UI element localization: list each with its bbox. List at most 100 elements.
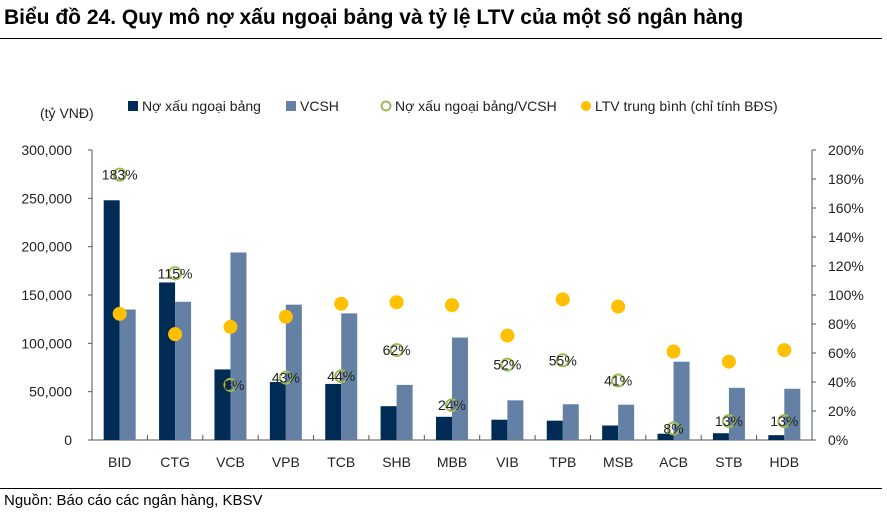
x-tick-label: TPB (549, 454, 576, 470)
x-tick-label: STB (715, 454, 742, 470)
ltv-point-VPB (278, 309, 293, 324)
legend-swatch (128, 101, 138, 111)
ratio-point-VCB (223, 377, 238, 392)
legend-marker (380, 100, 392, 112)
ltv-point-ACB (666, 344, 681, 359)
bar-npl-HDB (768, 435, 785, 440)
ltv-point-MSB (611, 299, 626, 314)
x-tick-label: SHB (382, 454, 411, 470)
legend-label: VCSH (300, 98, 339, 114)
ltv-point-STB (721, 354, 736, 369)
ratio-point-MSB (611, 373, 626, 388)
x-tick-label: HDB (770, 454, 800, 470)
x-tick-label: BID (108, 454, 131, 470)
ratio-point-VIB (500, 357, 515, 372)
ratio-data-label: 62% (383, 342, 411, 358)
ltv-point-TCB (334, 296, 349, 311)
bar-vcsh-TCB (341, 313, 358, 440)
ratio-point-STB (721, 414, 736, 429)
bar-npl-BID (103, 200, 120, 440)
x-tick-label: VIB (496, 454, 519, 470)
bar-vcsh-TPB (562, 404, 579, 440)
bar-npl-TPB (546, 420, 563, 440)
y2-tick-label: 180% (828, 171, 864, 187)
ratio-data-label: 183% (102, 167, 138, 183)
ltv-point-TPB (555, 292, 570, 307)
bar-npl-VPB (269, 382, 286, 440)
ratio-data-label: 43% (272, 370, 300, 386)
legend-label: LTV trung bình (chỉ tính BĐS) (595, 98, 778, 114)
legend-swatch (286, 101, 296, 111)
ratio-data-label: 55% (549, 352, 577, 368)
legend-label: Nợ xấu ngoại bảng/VCSH (395, 98, 557, 114)
legend-marker (581, 101, 591, 111)
ltv-point-VCB (223, 319, 238, 334)
x-tick-label: TCB (327, 454, 355, 470)
x-tick-label: MSB (603, 454, 633, 470)
bar-npl-TCB (325, 383, 342, 440)
bar-npl-SHB (380, 406, 397, 440)
ratio-point-SHB (389, 343, 404, 358)
ltv-point-BID (112, 306, 127, 321)
chart-svg: 0 50,000 100,000 150,000 200,000 250,000 300,0… (21, 98, 864, 470)
title-divider (0, 38, 882, 39)
ratio-data-label: 44% (327, 368, 355, 384)
y2-tick-label: 0% (828, 432, 848, 448)
bar-vcsh-CTG (175, 301, 192, 440)
ratio-data-label: 24% (438, 397, 466, 413)
bar-npl-ACB (657, 433, 674, 440)
bar-npl-VIB (491, 419, 508, 440)
bar-vcsh-MSB (618, 404, 635, 440)
y2-tick-label: 120% (828, 258, 864, 274)
bar-vcsh-MBB (452, 337, 468, 440)
bar-vcsh-SHB (396, 384, 413, 440)
ltv-point-CTG (168, 327, 183, 342)
x-tick-label: CTG (160, 454, 190, 470)
y2-tick-label: 160% (828, 200, 864, 216)
bar-vcsh-ACB (673, 361, 690, 440)
ratio-point-BID (112, 167, 127, 182)
y2-tick-label: 80% (828, 316, 856, 332)
ratio-data-label: 8% (663, 420, 683, 436)
y2-tick-label: 200% (828, 142, 864, 158)
bar-vcsh-BID (119, 309, 136, 440)
ratio-data-label: 13% (770, 413, 798, 429)
ltv-point-SHB (389, 295, 404, 310)
ratio-point-VPB (278, 370, 293, 385)
bar-vcsh-STB (728, 387, 745, 440)
bar-npl-VCB (214, 369, 231, 440)
ratio-data-label: 52% (493, 357, 521, 373)
ratio-point-HDB (777, 414, 792, 429)
ratio-data-label: 13% (715, 413, 743, 429)
bar-vcsh-VIB (507, 400, 524, 440)
ratio-point-ACB (666, 421, 681, 436)
y-tick-label: 300,000 (21, 142, 72, 158)
source-note: Nguồn: Báo cáo các ngân hàng, KBSV (4, 492, 263, 509)
ltv-point-VIB (500, 328, 515, 343)
bar-vcsh-HDB (784, 388, 801, 440)
x-tick-label: ACB (659, 454, 688, 470)
ratio-point-TPB (555, 353, 570, 368)
source-divider (0, 488, 882, 489)
y-tick-label: 150,000 (21, 287, 72, 303)
ratio-data-label: 41% (604, 373, 632, 389)
y-tick-label: 200,000 (21, 239, 72, 255)
ratio-point-CTG (168, 266, 183, 281)
legend-label: Nợ xấu ngoại bảng (142, 98, 261, 114)
bar-npl-MSB (602, 425, 619, 440)
bar-npl-MBB (436, 416, 452, 440)
bar-vcsh-VPB (285, 304, 302, 440)
ratio-point-TCB (334, 369, 349, 384)
y2-tick-label: 140% (828, 229, 864, 245)
y-tick-label: 250,000 (21, 190, 72, 206)
ratio-data-label: 115% (158, 265, 193, 281)
x-tick-label: MBB (437, 454, 467, 470)
y2-tick-label: 100% (828, 287, 864, 303)
bar-npl-STB (712, 433, 729, 440)
bar-npl-CTG (159, 282, 176, 440)
y-axis-label: (tỷ VNĐ) (40, 105, 94, 121)
x-tick-label: VPB (272, 454, 300, 470)
y2-tick-label: 60% (828, 345, 856, 361)
x-tick-label: VCB (216, 454, 245, 470)
